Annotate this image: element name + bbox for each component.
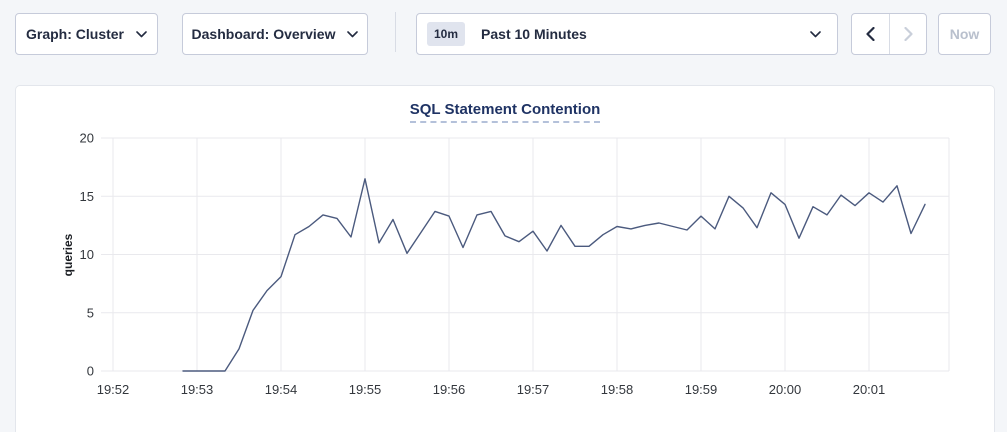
x-axis-tick-label: 19:57 [517, 382, 550, 397]
x-axis-tick-label: 19:59 [685, 382, 718, 397]
graph-dropdown[interactable]: Graph: Cluster [15, 13, 158, 55]
chevron-down-icon [347, 30, 359, 38]
time-range-selector[interactable]: 10m Past 10 Minutes [416, 13, 838, 55]
x-axis-tick-label: 20:00 [769, 382, 802, 397]
y-axis-tick-label: 10 [80, 247, 94, 262]
step-forward-button[interactable] [889, 14, 926, 54]
x-axis-tick-label: 19:58 [601, 382, 634, 397]
now-button-label: Now [949, 26, 980, 42]
dashboard-dropdown-label: Dashboard: Overview [191, 26, 336, 42]
time-step-button-group [851, 13, 927, 55]
chevron-right-icon [903, 27, 913, 41]
chart-title[interactable]: SQL Statement Contention [409, 101, 601, 123]
now-button[interactable]: Now [938, 13, 991, 55]
toolbar-divider [395, 12, 396, 52]
time-range-badge: 10m [427, 22, 466, 46]
chevron-down-icon [810, 30, 821, 38]
step-back-button[interactable] [852, 14, 889, 54]
y-axis-title: queries [61, 233, 75, 276]
x-axis-tick-label: 19:54 [265, 382, 298, 397]
time-range-label: Past 10 Minutes [481, 26, 587, 42]
y-axis-tick-label: 20 [80, 131, 94, 146]
y-axis-tick-label: 5 [87, 305, 94, 320]
x-axis-tick-label: 19:55 [349, 382, 382, 397]
x-axis-tick-label: 20:01 [853, 382, 886, 397]
y-axis-tick-label: 15 [80, 189, 94, 204]
line-chart[interactable]: 0 5 10 15 20 19:52 19:53 19:54 19:55 19:56 19:57 19… [16, 131, 994, 431]
chevron-left-icon [866, 27, 875, 41]
x-axis-tick-label: 19:52 [97, 382, 130, 397]
queries-series-line [182, 178, 926, 372]
x-axis-tick-label: 19:56 [433, 382, 466, 397]
y-axis-tick-label: 0 [87, 364, 94, 379]
chart-title-row: SQL Statement Contention [16, 101, 994, 123]
graph-dropdown-label: Graph: Cluster [25, 26, 124, 42]
chevron-down-icon [136, 30, 147, 38]
chart-panel: SQL Statement Contention 0 5 10 15 20 19:52 19… [15, 85, 995, 432]
x-axis-tick-label: 19:53 [181, 382, 214, 397]
dashboard-dropdown[interactable]: Dashboard: Overview [182, 13, 368, 55]
